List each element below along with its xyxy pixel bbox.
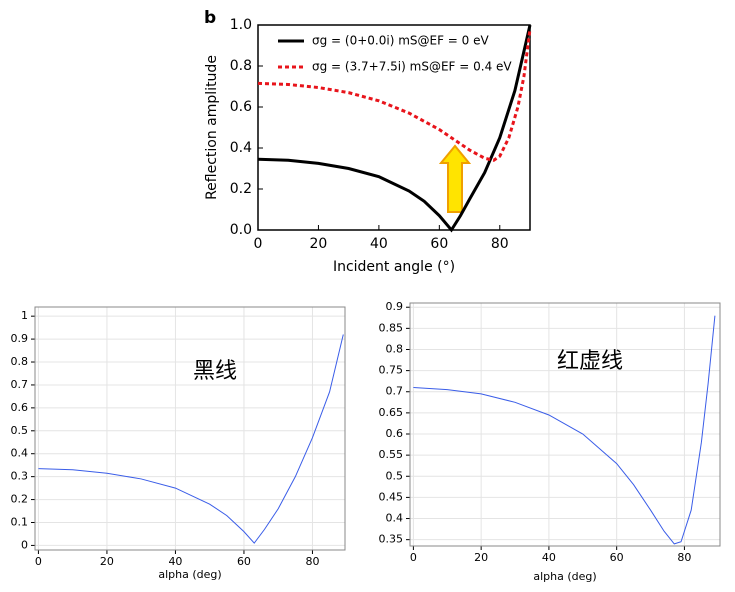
legend-label: σg = (3.7+7.5i) mS@EF = 0.4 eV [312, 60, 512, 74]
y-tick-label: 1 [21, 309, 28, 322]
y-tick-label: 0.85 [379, 321, 404, 334]
plot-frame [409, 302, 721, 547]
plot-frame [34, 306, 346, 551]
y-tick-label: 0.55 [379, 448, 404, 461]
y-tick-label: 0.1 [11, 515, 29, 528]
y-axis-label: Reflection amplitude [204, 55, 220, 200]
x-axis-label: alpha (deg) [158, 568, 221, 581]
x-tick-label: 80 [305, 555, 319, 568]
annotation: 红虚线 [557, 349, 623, 374]
y-tick-label: 0.7 [11, 378, 29, 391]
legend-label: σg = (0+0.0i) mS@EF = 0 eV [312, 34, 489, 48]
y-tick-label: 0.2 [11, 493, 29, 506]
y-tick-label: 1.0 [230, 17, 252, 33]
y-tick-label: 0.6 [386, 427, 404, 440]
y-tick-label: 0.6 [230, 99, 252, 115]
x-tick-label: 0 [35, 555, 42, 568]
x-tick-label: 80 [677, 551, 691, 564]
x-tick-label: 20 [310, 236, 328, 252]
y-tick-label: 0.8 [11, 355, 29, 368]
series-line [257, 28, 532, 162]
y-tick-label: 0.2 [230, 181, 252, 197]
x-tick-label: 0 [254, 236, 263, 252]
series-line [257, 24, 532, 233]
y-tick-label: 0.35 [379, 533, 404, 546]
y-tick-label: 0.8 [386, 342, 404, 355]
y-tick-label: 0.6 [11, 401, 29, 414]
annotation: 黑线 [193, 359, 237, 384]
x-tick-label: 60 [237, 555, 251, 568]
x-tick-label: 40 [370, 236, 388, 252]
plot-frame [257, 24, 531, 231]
x-axis-label: alpha (deg) [533, 570, 596, 583]
y-tick-label: 0.4 [386, 512, 404, 525]
x-tick-label: 40 [168, 555, 182, 568]
y-tick-label: 0.3 [11, 470, 29, 483]
x-tick-label: 20 [474, 551, 488, 564]
y-tick-label: 0.4 [230, 140, 252, 156]
x-axis-label: Incident angle (°) [333, 259, 455, 275]
plot-area [34, 306, 346, 551]
x-tick-label: 60 [610, 551, 624, 564]
arrow [438, 144, 472, 213]
y-tick-label: 0.7 [386, 385, 404, 398]
x-tick-label: 80 [491, 236, 509, 252]
series-line [38, 334, 344, 544]
annotation: b [204, 8, 216, 28]
x-tick-label: 20 [100, 555, 114, 568]
y-tick-label: 0.8 [230, 58, 252, 74]
y-tick-label: 0.0 [230, 222, 252, 238]
y-tick-label: 0.9 [11, 332, 29, 345]
series-line [413, 315, 716, 545]
x-tick-label: 40 [542, 551, 556, 564]
y-tick-label: 0.9 [386, 300, 404, 313]
y-tick-label: 0.4 [11, 447, 29, 460]
y-tick-label: 0.5 [11, 424, 29, 437]
x-tick-label: 60 [430, 236, 448, 252]
y-tick-label: 0.45 [379, 490, 404, 503]
y-tick-label: 0.5 [386, 469, 404, 482]
y-tick-label: 0 [21, 538, 28, 551]
y-tick-label: 0.75 [379, 364, 404, 377]
y-tick-label: 0.65 [379, 406, 404, 419]
x-tick-label: 0 [410, 551, 417, 564]
